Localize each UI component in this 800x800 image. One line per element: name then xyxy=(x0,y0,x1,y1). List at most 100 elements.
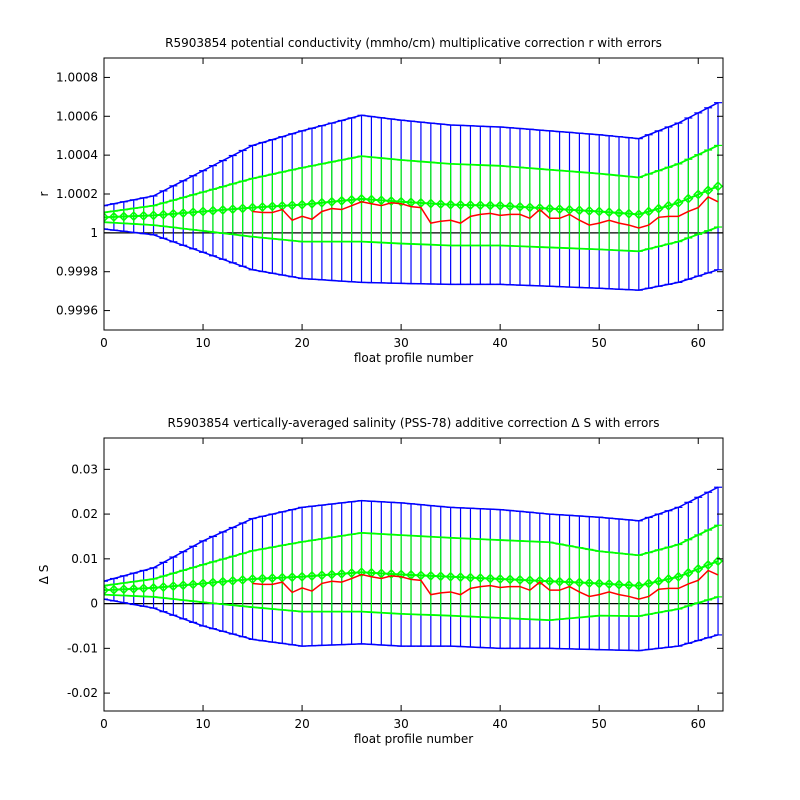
ds-fit-marker xyxy=(653,576,664,587)
ds-fit-marker xyxy=(435,571,446,582)
ds-fit-marker xyxy=(604,578,615,590)
ds-fit-marker xyxy=(613,579,625,590)
r-fit-marker xyxy=(207,205,219,216)
ds-fit-marker xyxy=(673,571,684,582)
ds-fit-marker xyxy=(425,570,436,581)
ds-fit-marker xyxy=(712,556,723,567)
x-axis-label: float profile number xyxy=(354,351,473,365)
r-fit-marker xyxy=(673,197,684,208)
r-fit-marker xyxy=(554,204,565,215)
r-fit-marker xyxy=(158,209,169,220)
r-fit-marker xyxy=(316,197,327,208)
ds-fit-marker xyxy=(475,573,486,584)
r-fit-marker xyxy=(138,210,149,221)
r-fit-marker xyxy=(653,203,664,214)
ds-fit-marker xyxy=(267,573,278,584)
ds-fit-marker xyxy=(584,577,595,589)
r-fit-marker xyxy=(604,207,615,218)
x-tick-label: 30 xyxy=(393,336,408,350)
ds-fit-marker xyxy=(534,575,545,586)
r-fit-marker xyxy=(168,208,179,219)
r-fit-marker xyxy=(465,200,476,211)
r-fit-marker xyxy=(495,200,506,211)
x-tick-label: 50 xyxy=(592,717,607,731)
r-fit-marker xyxy=(297,199,308,210)
axes-box xyxy=(103,437,724,712)
ds-fit-marker xyxy=(623,580,634,591)
x-axis-label: float profile number xyxy=(354,732,473,746)
r-fit-marker xyxy=(514,201,526,212)
x-tick-label: 50 xyxy=(592,336,607,350)
r-outer-lower-line xyxy=(104,228,719,291)
r-fit-marker xyxy=(188,207,199,218)
x-tick-label: 0 xyxy=(100,336,108,350)
y-tick-label: 1.0002 xyxy=(56,187,98,201)
ds-fit-marker xyxy=(148,582,159,593)
ds-fit-marker xyxy=(197,578,209,589)
ds-fit-marker xyxy=(683,567,694,578)
r-fit-marker xyxy=(306,198,318,209)
r-fit-marker xyxy=(346,194,357,205)
x-tick-label: 10 xyxy=(195,336,210,350)
ds-fit-marker xyxy=(386,568,397,580)
r-fit-marker xyxy=(197,206,209,217)
ds-fit-marker xyxy=(574,577,585,588)
r-fit-marker xyxy=(633,209,644,220)
r-fit-marker xyxy=(683,193,694,204)
ds-fit-marker xyxy=(465,572,476,583)
ds-fit-marker xyxy=(217,576,228,587)
r-fit-marker xyxy=(237,203,248,214)
r-fit-marker xyxy=(148,210,159,221)
x-tick-label: 60 xyxy=(691,717,706,731)
y-axis-label: Δ S xyxy=(37,565,51,585)
ds-fit-marker xyxy=(118,584,129,595)
y-axis-label: r xyxy=(37,191,51,196)
ds-fit-marker xyxy=(524,575,535,586)
ds-fit-marker xyxy=(396,569,407,580)
ds-fit-marker xyxy=(505,574,516,585)
x-tick-label: 20 xyxy=(294,717,309,731)
r-fit-marker xyxy=(257,201,268,213)
y-tick-label: -0.01 xyxy=(67,641,98,655)
panel-conductivity-correction: R5903854 potential conductivity (mmho/cm… xyxy=(37,36,724,365)
ds-fit-marker xyxy=(128,583,139,594)
panel-salinity-correction: R5903854 vertically-averaged salinity (P… xyxy=(37,416,724,746)
x-tick-label: 30 xyxy=(393,717,408,731)
ds-fit-marker xyxy=(108,584,119,595)
r-raw-line xyxy=(252,195,719,229)
r-fit-marker xyxy=(712,181,723,192)
ds-fit-marker xyxy=(104,585,110,596)
x-tick-label: 40 xyxy=(493,717,508,731)
ds-outer-upper-line xyxy=(104,486,719,582)
ds-fit-marker xyxy=(178,580,189,591)
r-fit-marker xyxy=(128,211,139,222)
ds-fit-marker xyxy=(554,576,565,587)
r-fit-marker xyxy=(425,198,436,209)
r-fit-marker xyxy=(544,203,555,214)
ds-fit-marker xyxy=(306,570,318,582)
r-inner-lower-line xyxy=(104,221,719,253)
chart-title: R5903854 vertically-averaged salinity (P… xyxy=(168,416,660,430)
ds-fit-marker xyxy=(168,581,179,592)
r-fit-marker xyxy=(435,199,446,210)
r-fit-marker xyxy=(104,212,110,223)
y-tick-label: 1.0008 xyxy=(56,70,98,84)
x-tick-label: 60 xyxy=(691,336,706,350)
ds-fit-marker xyxy=(188,579,199,590)
y-tick-label: 0.01 xyxy=(71,552,98,566)
r-fit-marker xyxy=(178,207,189,219)
ds-fit-marker xyxy=(376,568,387,579)
r-fit-marker xyxy=(574,205,585,216)
r-fit-marker xyxy=(287,200,298,211)
ds-fit-marker xyxy=(663,573,674,585)
ds-fit-marker xyxy=(336,568,347,579)
y-tick-label: 0.03 xyxy=(71,462,98,476)
ds-fit-marker xyxy=(445,571,456,582)
ds-fit-marker xyxy=(227,575,238,586)
x-tick-label: 0 xyxy=(100,717,108,731)
r-inner-upper-line xyxy=(104,144,719,214)
ds-fit-marker xyxy=(316,570,327,581)
r-fit-marker xyxy=(118,211,129,222)
r-fit-marker xyxy=(534,202,545,214)
